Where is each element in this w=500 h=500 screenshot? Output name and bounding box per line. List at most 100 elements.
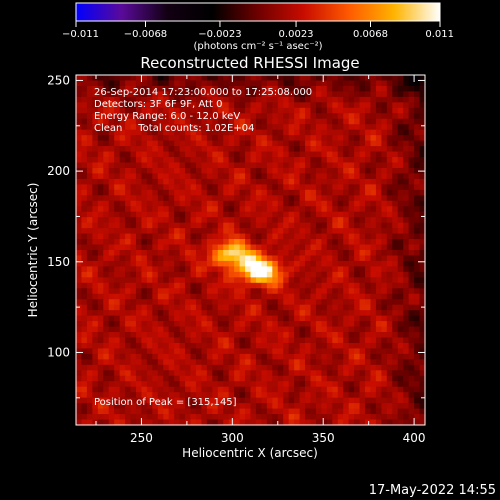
colorbar-label: (photons cm⁻² s⁻¹ asec⁻²) <box>193 41 322 52</box>
heatmap-cell <box>326 222 333 229</box>
heatmap-cell <box>288 91 295 98</box>
heatmap-cell <box>114 337 121 344</box>
heatmap-cell <box>201 419 208 425</box>
heatmap-cell <box>119 348 126 355</box>
heatmap-cell <box>337 386 344 393</box>
heatmap-cell <box>277 288 284 295</box>
heatmap-cell <box>223 282 230 289</box>
heatmap-cell <box>414 397 421 404</box>
heatmap-cell <box>370 233 377 240</box>
heatmap-cell <box>206 260 213 268</box>
heatmap-cell <box>223 381 230 388</box>
heatmap-cell <box>255 370 262 377</box>
heatmap-cell <box>179 255 186 262</box>
heatmap-cell <box>135 364 143 371</box>
heatmap-cell <box>403 135 410 142</box>
heatmap-cell <box>414 96 421 103</box>
heatmap-cell <box>354 211 361 218</box>
heatmap-cell <box>185 348 192 355</box>
heatmap-cell <box>386 217 393 224</box>
heatmap-cell <box>223 173 230 180</box>
heatmap-cell <box>359 129 366 136</box>
heatmap-cell <box>179 244 186 251</box>
heatmap-cell <box>81 233 88 240</box>
heatmap-cell <box>272 342 279 350</box>
heatmap-cell <box>81 244 88 251</box>
heatmap-cell <box>212 277 219 284</box>
heatmap-cell <box>348 151 355 158</box>
heatmap-cell <box>174 255 181 262</box>
heatmap-cell <box>255 288 262 295</box>
heatmap-cell <box>76 288 83 295</box>
heatmap-cell <box>135 304 143 311</box>
heatmap-cell <box>321 403 328 410</box>
heatmap-cell <box>370 217 377 224</box>
heatmap-cell <box>217 189 224 196</box>
heatmap-cell <box>108 419 115 425</box>
heatmap-cell <box>174 200 181 207</box>
heatmap-cell <box>365 375 372 382</box>
heatmap-cell <box>206 271 213 278</box>
heatmap-cell <box>146 255 153 262</box>
heatmap-cell <box>250 310 257 317</box>
heatmap-cell <box>370 310 377 317</box>
heatmap-cell <box>337 178 344 185</box>
heatmap-cell <box>277 337 284 344</box>
heatmap-cell <box>354 124 361 131</box>
heatmap-cell <box>272 239 279 246</box>
heatmap-cell <box>283 288 290 295</box>
heatmap-cell <box>310 239 317 246</box>
heatmap-cell <box>359 75 366 82</box>
heatmap-cell <box>266 359 273 366</box>
heatmap-cell <box>179 113 186 120</box>
heatmap-cell <box>201 321 208 328</box>
heatmap-cell <box>114 321 121 328</box>
heatmap-cell <box>294 206 301 213</box>
heatmap-cell <box>179 96 186 103</box>
heatmap-cell <box>370 277 377 284</box>
heatmap-cell <box>408 304 415 311</box>
heatmap-cell <box>92 151 99 158</box>
heatmap-cell <box>114 342 121 350</box>
heatmap-cell <box>272 184 279 191</box>
heatmap-cell <box>419 244 425 251</box>
heatmap-cell <box>201 244 208 251</box>
heatmap-cell <box>125 85 132 93</box>
heatmap-cell <box>381 266 388 273</box>
heatmap-cell <box>245 184 252 191</box>
heatmap-cell <box>245 140 252 147</box>
heatmap-cell <box>397 85 404 93</box>
heatmap-cell <box>81 282 88 289</box>
heatmap-cell <box>386 403 393 410</box>
heatmap-cell <box>255 255 262 262</box>
heatmap-cell <box>408 239 415 246</box>
heatmap-cell <box>114 157 121 164</box>
heatmap-cell <box>261 326 268 333</box>
heatmap-cell <box>206 364 213 371</box>
heatmap-cell <box>168 228 175 235</box>
heatmap-cell <box>386 102 393 109</box>
heatmap-cell <box>76 118 83 125</box>
heatmap-cell <box>97 135 104 142</box>
heatmap-cell <box>348 260 355 268</box>
heatmap-cell <box>294 96 301 103</box>
heatmap-cell <box>283 321 290 328</box>
heatmap-cell <box>343 250 350 257</box>
heatmap-cell <box>392 260 399 268</box>
heatmap-cell <box>179 151 186 158</box>
heatmap-cell <box>130 140 137 147</box>
heatmap-cell <box>261 288 268 295</box>
heatmap-cell <box>152 403 159 410</box>
heatmap-cell <box>261 124 268 131</box>
heatmap-cell <box>337 408 344 415</box>
heatmap-cell <box>141 211 148 218</box>
heatmap-cell <box>294 80 301 87</box>
heatmap-cell <box>370 266 377 273</box>
heatmap-cell <box>354 397 361 404</box>
heatmap-cell <box>310 228 317 235</box>
heatmap-cell <box>370 173 377 180</box>
heatmap-cell <box>157 260 164 268</box>
heatmap-cell <box>375 321 382 328</box>
heatmap-cell <box>146 260 153 268</box>
heatmap-cell <box>174 211 181 218</box>
